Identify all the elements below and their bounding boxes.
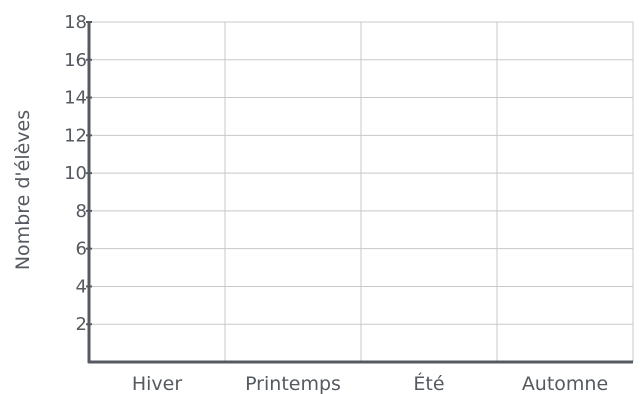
y-tick-label: 12 [64, 125, 87, 146]
y-tick-label: 16 [64, 50, 87, 71]
y-tick-label: 4 [76, 276, 87, 297]
y-tick-label: 8 [76, 201, 87, 222]
x-labels: Hiver Printemps Été Automne [132, 372, 608, 394]
x-category-label: Automne [522, 373, 608, 394]
y-tick-label: 18 [64, 12, 87, 33]
y-axis-title: Nombre d'élèves [12, 110, 34, 270]
x-category-label: Printemps [245, 373, 341, 394]
y-tick-label: 6 [76, 239, 87, 260]
x-category-label: Été [413, 372, 444, 394]
grid [89, 21, 634, 362]
y-tick-label: 14 [64, 88, 87, 109]
y-ticks: 2 4 6 8 10 12 14 16 18 [64, 12, 92, 335]
y-tick-label: 10 [64, 163, 87, 184]
y-tick-label: 2 [76, 314, 87, 335]
axes [87, 22, 633, 364]
x-category-label: Hiver [132, 373, 182, 394]
